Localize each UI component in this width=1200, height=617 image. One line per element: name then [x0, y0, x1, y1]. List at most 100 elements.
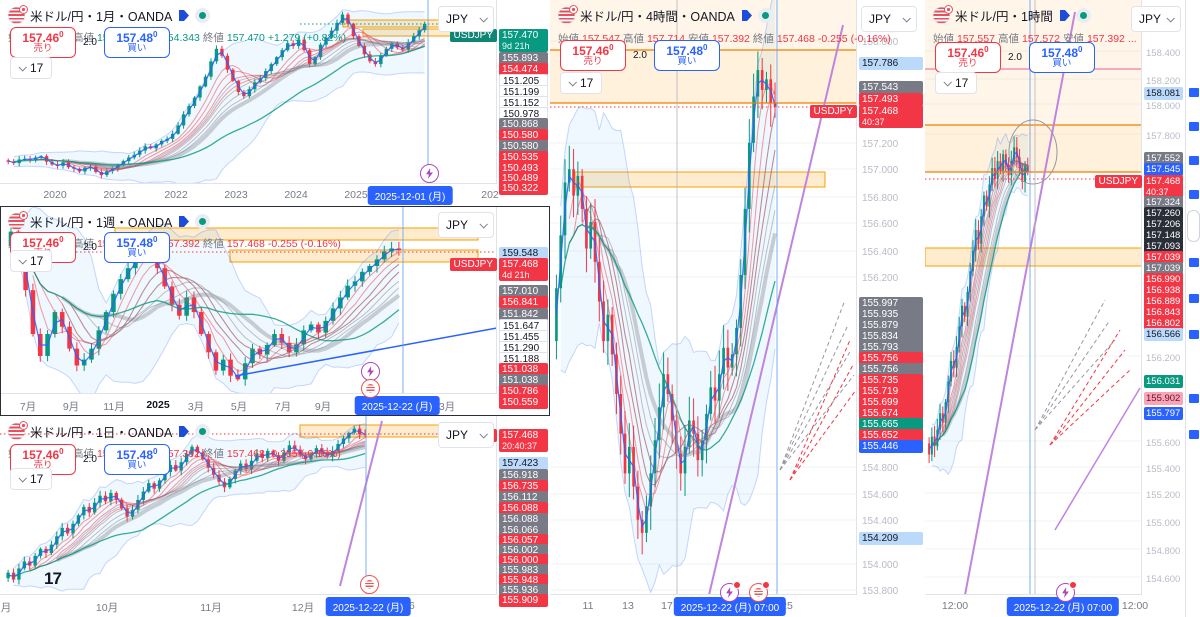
price-label: 157.206	[1144, 218, 1183, 231]
buy-button[interactable]: 157.480 買い	[1028, 42, 1095, 73]
buy-button[interactable]: 157.480 買い	[103, 27, 170, 58]
price-label: 156.002	[499, 544, 548, 557]
time-tick: 13	[622, 600, 634, 612]
price-label: 156.031	[1144, 375, 1183, 388]
price-label: 155.699	[859, 396, 923, 409]
price-label: 155.902	[1144, 392, 1183, 405]
indicators-toggle[interactable]: 17	[10, 57, 53, 79]
currency-dropdown[interactable]: JPY	[438, 212, 494, 238]
blue-marker	[1189, 156, 1199, 165]
usdjpy-pair-icon	[8, 421, 28, 440]
ohlc-label: 終値	[202, 238, 224, 250]
us-event-flag-icon[interactable]	[361, 379, 380, 398]
candlestick-chart[interactable]	[0, 206, 497, 394]
price-label: 155.935	[859, 308, 923, 321]
price-label: 155.797	[1144, 407, 1183, 420]
axis-tick: 158.000	[1146, 101, 1181, 112]
change-value: ...	[1127, 32, 1137, 45]
currency-dropdown[interactable]: JPY	[1131, 6, 1181, 32]
indicators-toggle[interactable]: 17	[560, 72, 603, 94]
time-axis[interactable]: 2020 2021 2022 2023 2024 2025 202 2025-12-01 (月…	[0, 183, 550, 206]
price-label: 155.665	[859, 418, 923, 431]
price-label: 157.468 USDJPY 40:37	[1094, 175, 1183, 198]
panel-handle[interactable]	[1187, 210, 1200, 242]
current-date-badge: 2025-12-01 (月)	[367, 186, 453, 205]
price-scale[interactable]: 157.470 USDJPY 9d 21h 155.893 154.474 151.205…	[449, 0, 550, 195]
axis-tick: 155.000	[1146, 518, 1181, 529]
blue-marker	[1189, 258, 1199, 267]
buy-button[interactable]: 157.480 買い	[103, 444, 170, 475]
us-event-flag-icon[interactable]	[360, 575, 379, 594]
time-tick: 25	[781, 600, 793, 612]
time-tick: 9月	[62, 401, 80, 413]
chart-title[interactable]: 米ドル/円・4時間・OANDA	[580, 10, 735, 24]
time-axis[interactable]: 月10月11月12月262025-12-22 (月)	[0, 594, 550, 617]
currency-dropdown[interactable]: JPY	[861, 6, 917, 32]
spread-value: 2.0	[1008, 52, 1022, 63]
axis-tick: 153.800	[862, 586, 899, 597]
spread-value: 2.0	[83, 242, 97, 253]
economic-event-icon[interactable]	[1056, 581, 1077, 602]
time-tick: 12月	[291, 602, 315, 614]
price-label: 157.423	[499, 457, 548, 470]
axis-tick: 154.600	[1146, 574, 1181, 585]
countdown-timer: 40:37	[862, 117, 885, 127]
ohlc-value: 154.343	[161, 31, 200, 44]
axis-tick: 154.000	[862, 560, 899, 571]
price-label: 156.066	[499, 524, 548, 537]
chart-title[interactable]: 米ドル/円・1週・OANDA	[30, 216, 173, 230]
price-label: 155.674	[859, 407, 923, 420]
price-label: 155.652	[859, 429, 923, 442]
time-tick: 3月	[438, 401, 456, 413]
price-label: 157.545	[1144, 163, 1183, 176]
price-scale[interactable]: 157.468USDJPY20:40:37 157.423156.918156.7…	[449, 416, 550, 607]
price-label: 155.756	[859, 352, 923, 365]
price-scale[interactable]: 159.548 157.468 USDJPY 4d 21h 157.010 156.841…	[449, 206, 550, 409]
chart-title[interactable]: 米ドル/円・1月・OANDA	[30, 10, 173, 24]
economic-event-icon[interactable]	[420, 164, 439, 183]
currency-dropdown[interactable]: JPY	[438, 6, 494, 32]
chart-panel-4hour: 158.000 157.786 157.543 157.493 157.468 USDJP…	[550, 0, 926, 617]
currency-dropdown[interactable]: JPY	[438, 422, 494, 448]
us-event-flag-icon[interactable]	[749, 581, 770, 602]
indicators-toggle[interactable]: 17	[10, 250, 53, 272]
chevron-down-icon	[568, 78, 577, 87]
price-label: 150.535	[499, 151, 548, 164]
usdjpy-pair-icon	[558, 5, 578, 24]
buy-button[interactable]: 157.480 買い	[653, 40, 720, 71]
spread-value: 2.0	[83, 37, 97, 48]
price-label: 157.148	[1144, 229, 1183, 242]
axis-tick: 155.200	[1146, 490, 1181, 501]
indicators-toggle[interactable]: 17	[935, 72, 978, 94]
current-date-badge: 2025-12-22 (月)	[325, 597, 411, 616]
time-tick: 5月	[230, 401, 248, 413]
chart-panel-1day: 157.468USDJPY20:40:37 157.423156.918156.7…	[0, 416, 551, 617]
price-scale[interactable]: 158.400 158.200 158.081 158.000 157.800 157.5…	[1094, 0, 1185, 595]
ohlc-value: 157.468	[226, 237, 265, 250]
candlestick-chart[interactable]	[0, 0, 497, 184]
price-label: 156.088	[499, 502, 548, 515]
price-label: 157.324	[1144, 196, 1183, 209]
candlestick-chart[interactable]	[0, 416, 497, 595]
ohlc-label: 高値	[997, 33, 1019, 45]
time-tick: 7月	[274, 401, 292, 413]
ohlc-value: 157.470	[226, 31, 265, 44]
economic-event-icon[interactable]	[720, 581, 741, 602]
time-axis[interactable]: 7月9月11月20253月5月7月9月113月2025-12-22 (月)⚙	[0, 393, 550, 416]
indicators-toggle[interactable]: 17	[10, 468, 53, 490]
ohlc-label: 高値	[72, 238, 94, 250]
axis-tick: 157.800	[1146, 131, 1181, 142]
tradingview-logo[interactable]: 17	[44, 569, 62, 588]
chart-title[interactable]: 米ドル/円・1日・OANDA	[30, 426, 173, 440]
time-tick: 2025	[344, 189, 368, 201]
buy-button[interactable]: 157.480 買い	[103, 232, 170, 263]
chevron-down-icon	[479, 14, 488, 23]
price-scale[interactable]: 158.000 157.786 157.543 157.493 157.468 USDJP…	[809, 0, 925, 597]
chart-title[interactable]: 米ドル/円・1時間	[955, 10, 1053, 24]
current-date-badge: 2025-12-22 (月) 07:00	[1006, 597, 1120, 616]
